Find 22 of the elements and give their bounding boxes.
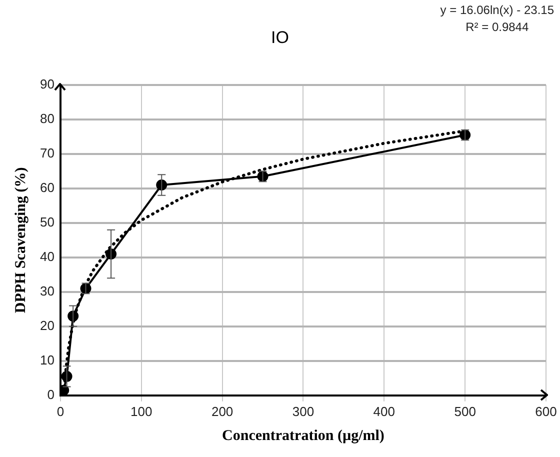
y-tick-label: 0 [47,386,54,402]
y-tick-label: 70 [40,146,54,161]
y-tick-label: 40 [40,249,54,264]
x-tick-label: 200 [211,404,234,419]
x-axis-title: Concentratration (µg/ml) [222,428,384,444]
y-tick-label: 10 [40,352,54,368]
x-tick-label: 0 [56,404,64,419]
y-tick-label: 90 [40,76,54,92]
y-tick-label: 80 [40,111,54,126]
text: R² = 0.9844 [464,19,530,36]
y-tick-label: 60 [40,180,54,196]
x-tick-label: 500 [454,404,476,419]
y-tick-label: 20 [40,318,54,333]
x-tick-label: 100 [130,404,152,419]
y-tick-label: 30 [40,284,54,299]
y-axis-title: DPPH Scavenging (%) [12,167,29,314]
text: y = 16.06ln(x) - 23.15 [440,2,554,19]
chart-title: IO [271,28,289,47]
x-tick-label: 400 [373,404,396,419]
x-tick-label: 600 [535,404,557,419]
x-tick-label: 300 [292,404,314,419]
y-tick-label: 50 [40,214,54,230]
